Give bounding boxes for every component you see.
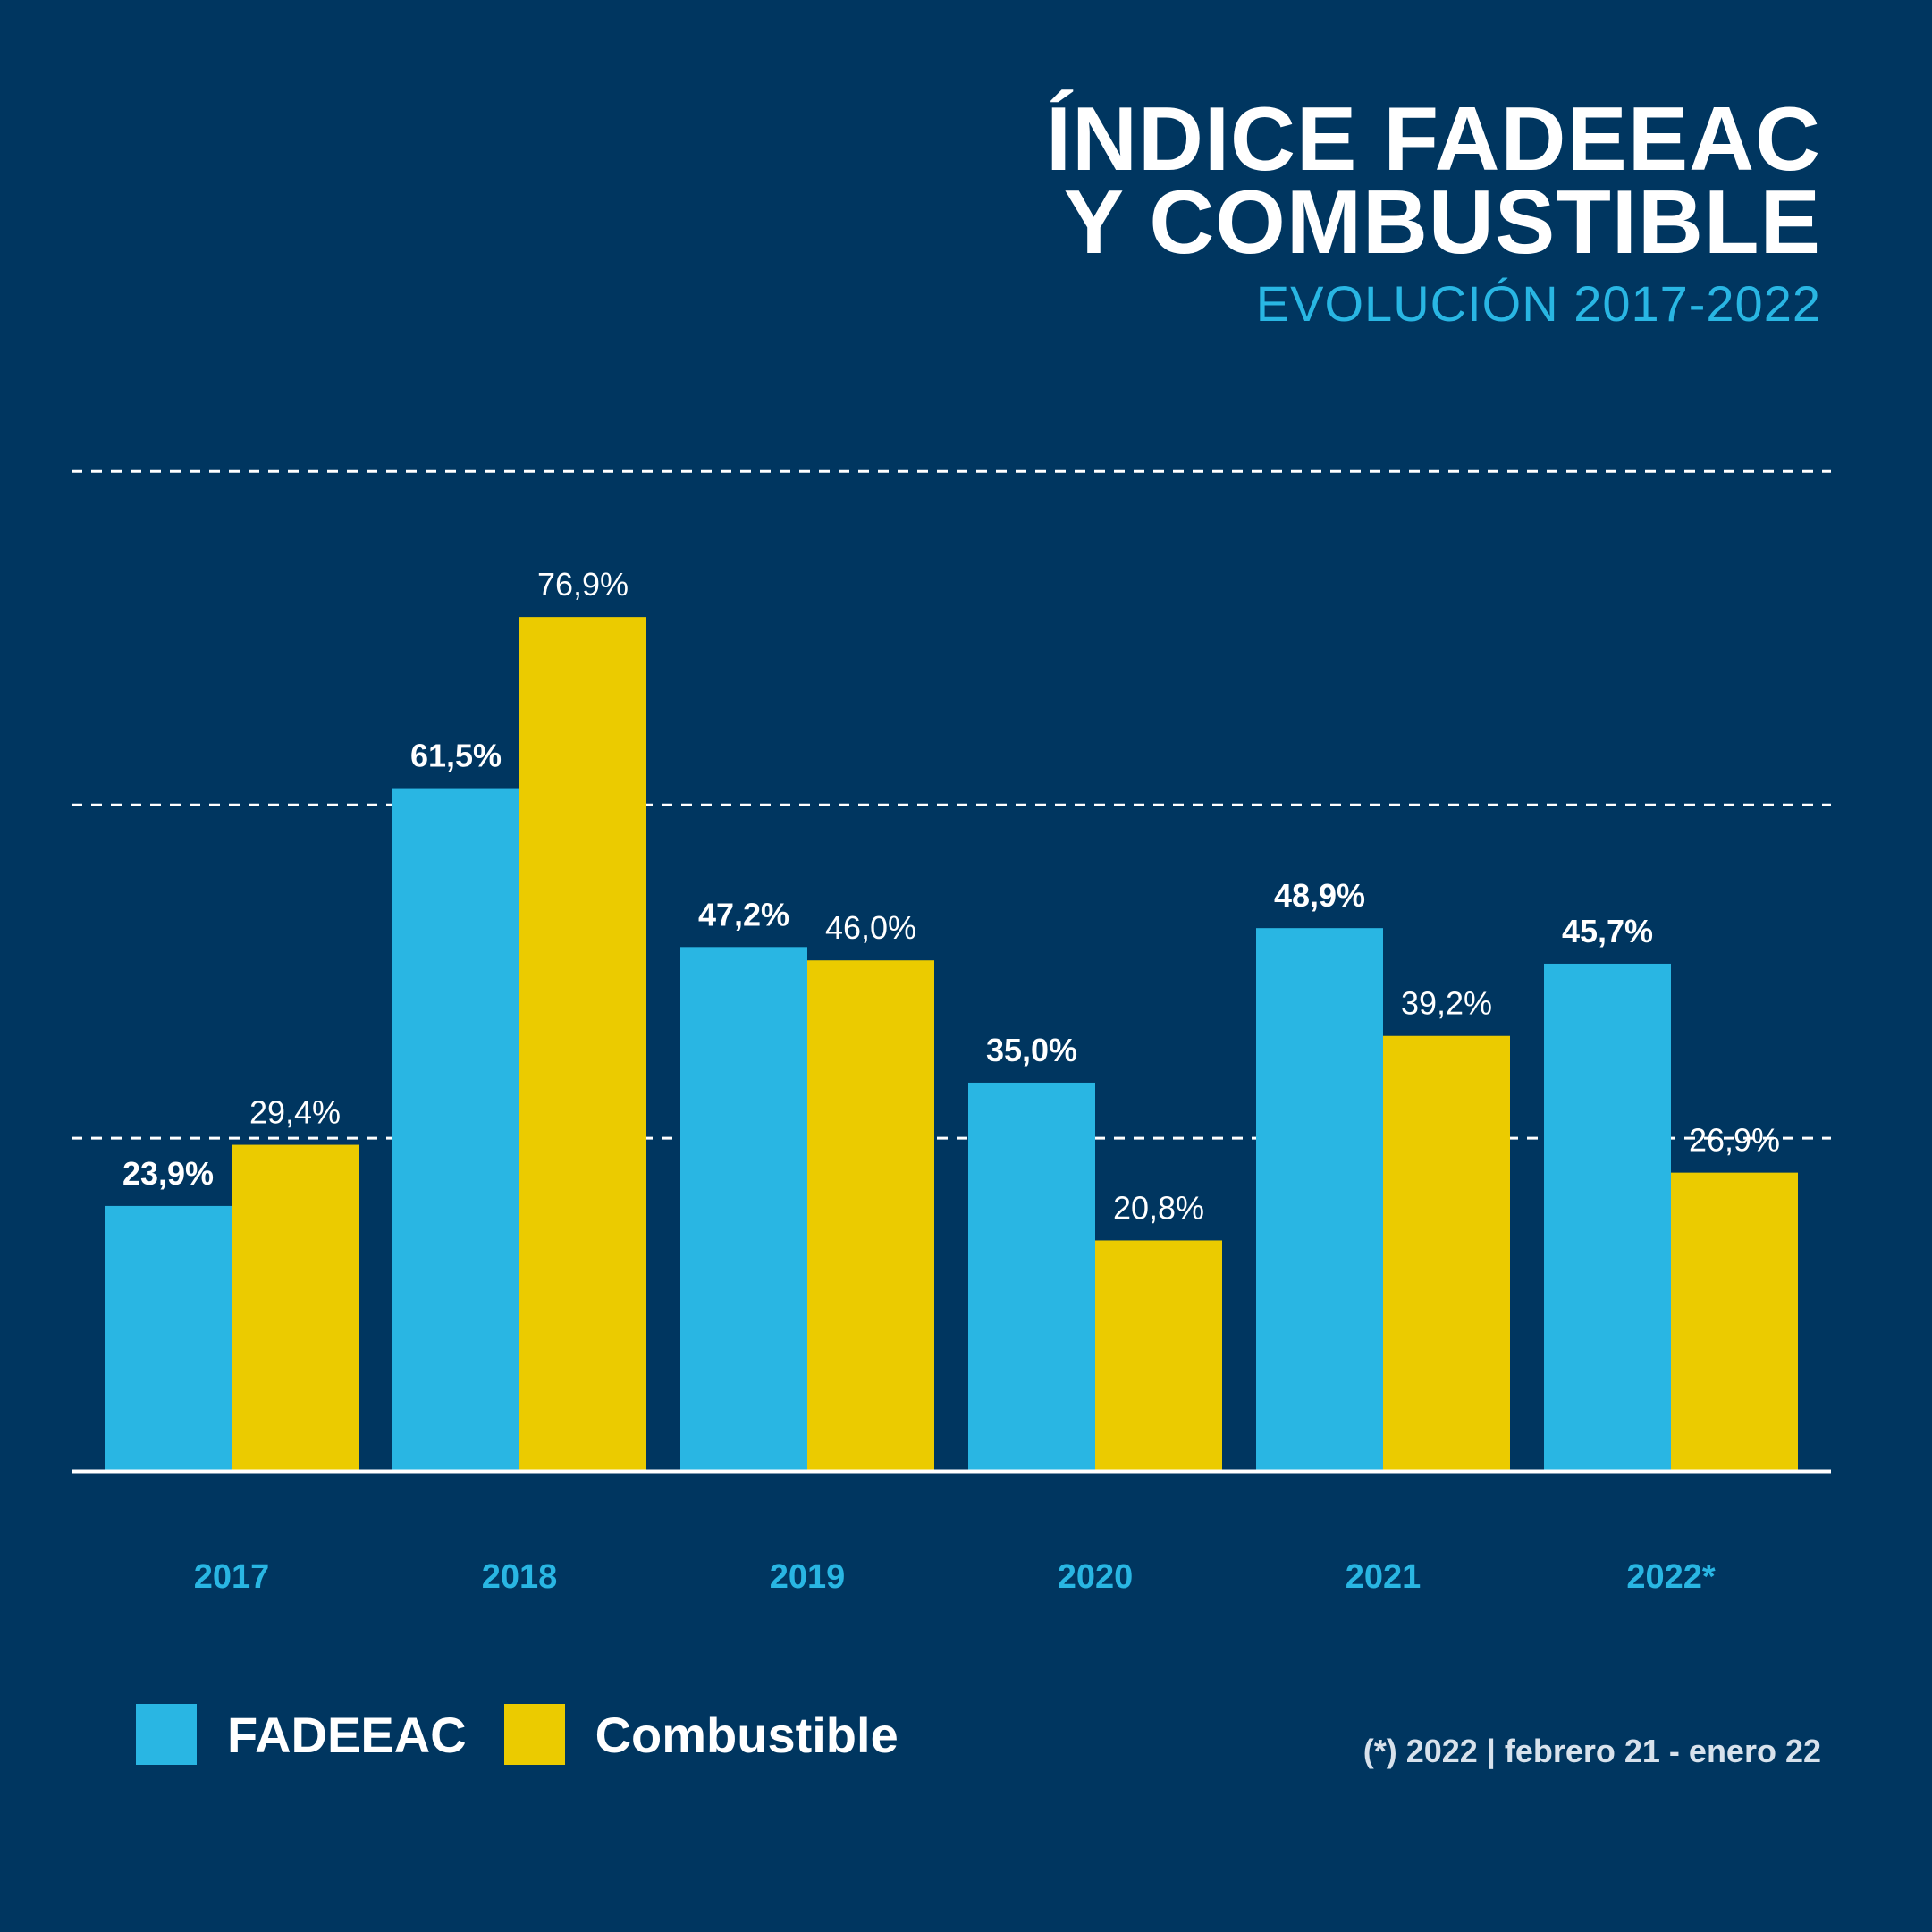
legend-item-fadeeac: FADEEAC <box>136 1704 467 1765</box>
data-label-fadeeac: 48,9% <box>1274 877 1365 914</box>
legend-label-combustible: Combustible <box>595 1706 899 1763</box>
chart-title-line-1: ÍNDICE FADEEAC <box>1046 89 1821 190</box>
bar-fadeeac <box>1256 928 1383 1472</box>
bar-combustible <box>1095 1240 1222 1472</box>
legend-swatch-combustible <box>503 1704 565 1765</box>
data-label-combustible: 29,4% <box>249 1094 341 1131</box>
bar-fadeeac <box>105 1205 232 1472</box>
data-label-combustible: 20,8% <box>1113 1189 1204 1226</box>
data-label-fadeeac: 61,5% <box>410 738 502 774</box>
bar-fadeeac <box>680 947 807 1472</box>
legend-swatch-fadeeac <box>136 1704 197 1765</box>
bar-fadeeac <box>968 1082 1095 1472</box>
data-label-combustible: 76,9% <box>537 566 629 603</box>
chart-subtitle: EVOLUCIÓN 2017-2022 <box>1255 275 1821 332</box>
legend: FADEEAC Combustible <box>136 1704 936 1765</box>
footnote: (*) 2022 | febrero 21 - enero 22 <box>1363 1733 1821 1769</box>
legend-label-fadeeac: FADEEAC <box>227 1706 467 1763</box>
chart-title-block: ÍNDICE FADEEAC Y COMBUSTIBLE EVOLUCIÓN 2… <box>1046 89 1821 340</box>
bar-combustible <box>519 617 646 1472</box>
data-label-fadeeac: 47,2% <box>698 896 789 932</box>
data-label-combustible: 39,2% <box>1401 985 1492 1022</box>
legend-item-combustible: Combustible <box>503 1704 899 1765</box>
data-label-combustible: 46,0% <box>825 909 916 946</box>
x-tick-label: 2018 <box>482 1558 558 1596</box>
x-tick-label: 2020 <box>1058 1558 1134 1596</box>
bar-combustible <box>1671 1172 1798 1472</box>
data-label-fadeeac: 23,9% <box>122 1155 214 1192</box>
data-label-fadeeac: 35,0% <box>986 1032 1077 1068</box>
bar-combustible <box>1383 1035 1510 1472</box>
x-tick-label: 2017 <box>194 1558 270 1596</box>
data-label-fadeeac: 45,7% <box>1562 913 1653 949</box>
bar-fadeeac <box>1544 963 1671 1472</box>
data-label-combustible: 26,9% <box>1689 1122 1780 1159</box>
x-tick-label: 2021 <box>1346 1558 1422 1596</box>
bar-combustible <box>807 960 934 1472</box>
bar-fadeeac <box>392 788 519 1472</box>
chart-title-line-2: Y COMBUSTIBLE <box>1063 173 1821 273</box>
bar-combustible <box>232 1144 359 1472</box>
x-tick-label: 2019 <box>770 1558 846 1596</box>
x-tick-label: 2022* <box>1626 1558 1716 1596</box>
